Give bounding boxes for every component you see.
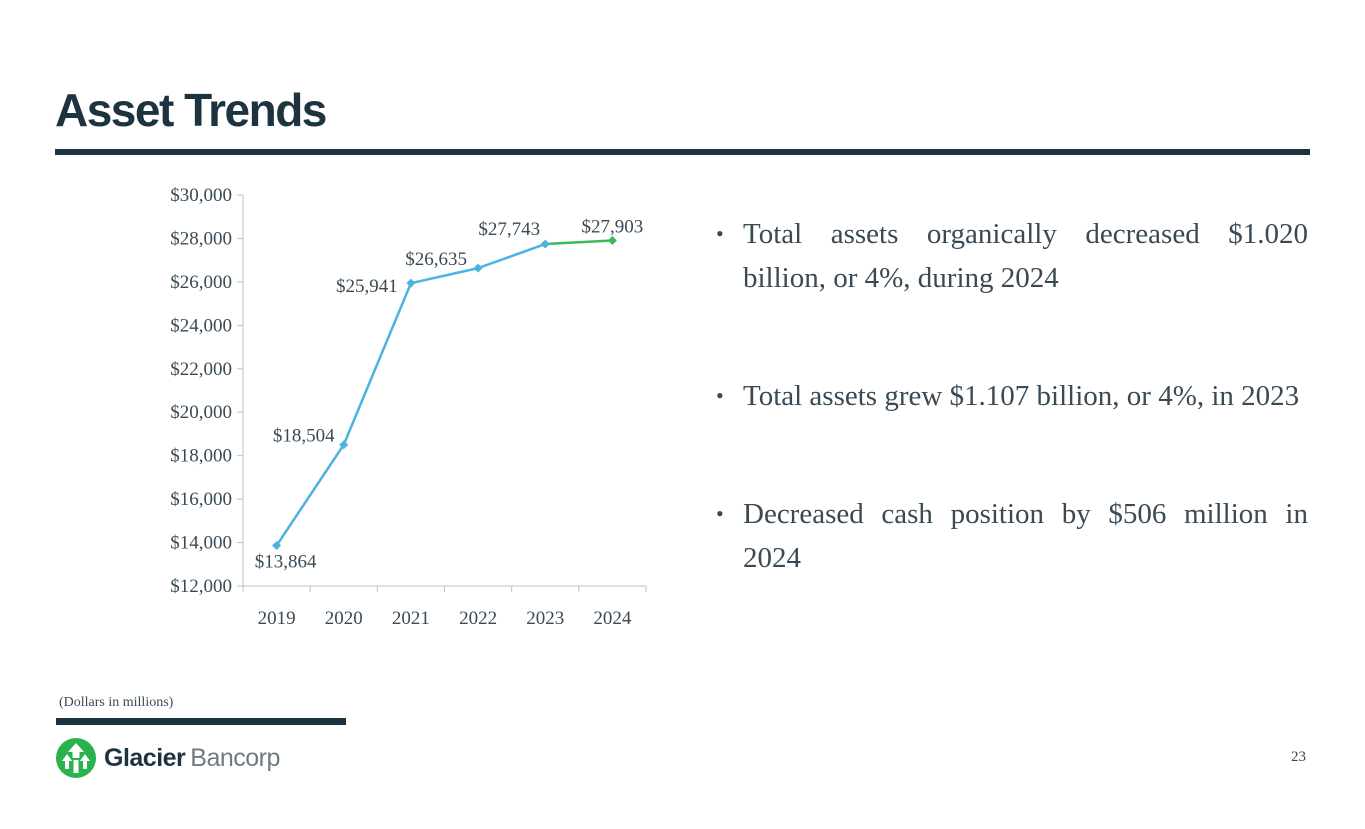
bullet-list: Total assets organically decreased $1.02… bbox=[716, 212, 1308, 654]
series-line-segment bbox=[476, 242, 547, 270]
data-point bbox=[339, 440, 349, 450]
bullet-item: Total assets grew $1.107 billion, or 4%,… bbox=[716, 374, 1308, 418]
data-label: $26,635 bbox=[405, 249, 467, 270]
series-line-segment bbox=[409, 266, 480, 285]
y-tick-label: $14,000 bbox=[170, 533, 232, 554]
x-tick-label: 2020 bbox=[325, 608, 363, 629]
x-tick-label: 2024 bbox=[593, 608, 632, 629]
data-point bbox=[272, 541, 282, 551]
logo-text-bold: Glacier bbox=[104, 743, 186, 772]
x-tick-label: 2022 bbox=[459, 608, 497, 629]
data-label: $25,941 bbox=[336, 276, 398, 297]
x-tick-label: 2019 bbox=[258, 608, 296, 629]
data-point bbox=[540, 239, 550, 249]
y-tick-label: $18,000 bbox=[170, 446, 232, 467]
data-label: $13,864 bbox=[255, 552, 317, 573]
data-label: $27,903 bbox=[582, 217, 644, 238]
data-label: $18,504 bbox=[273, 426, 335, 447]
y-tick-label: $12,000 bbox=[170, 576, 232, 597]
page-number: 23 bbox=[1291, 749, 1306, 765]
slide-title: Asset Trends bbox=[55, 84, 327, 136]
logo-text-light: Bancorp bbox=[190, 743, 280, 772]
y-tick-label: $20,000 bbox=[170, 402, 232, 423]
series-line-segment bbox=[275, 443, 345, 547]
y-tick-label: $28,000 bbox=[170, 228, 232, 249]
units-note: (Dollars in millions) bbox=[59, 695, 174, 710]
data-point bbox=[473, 263, 483, 273]
data-point bbox=[406, 278, 416, 288]
y-tick-label: $16,000 bbox=[170, 489, 232, 510]
y-tick-label: $22,000 bbox=[170, 359, 232, 380]
tree-arrows-icon bbox=[56, 738, 96, 778]
data-label: $27,743 bbox=[478, 219, 540, 240]
y-tick-label: $30,000 bbox=[170, 185, 232, 206]
bullet-item: Total assets organically decreased $1.02… bbox=[716, 212, 1308, 300]
footer-rule bbox=[56, 718, 346, 725]
company-logo: Glacier Bancorp bbox=[55, 737, 280, 779]
data-point bbox=[607, 236, 617, 246]
x-tick-label: 2023 bbox=[526, 608, 564, 629]
bullet-item: Decreased cash position by $506 million … bbox=[716, 492, 1308, 580]
series-line-segment bbox=[544, 239, 614, 246]
y-tick-label: $24,000 bbox=[170, 315, 232, 336]
y-tick-label: $26,000 bbox=[170, 272, 232, 293]
asset-line-chart: $12,000 $14,000 $16,000 $18,000 $20,000 $22,0… bbox=[170, 185, 647, 629]
title-underline bbox=[55, 149, 1310, 155]
series-line-segment bbox=[342, 281, 413, 446]
x-tick-label: 2021 bbox=[392, 608, 430, 629]
